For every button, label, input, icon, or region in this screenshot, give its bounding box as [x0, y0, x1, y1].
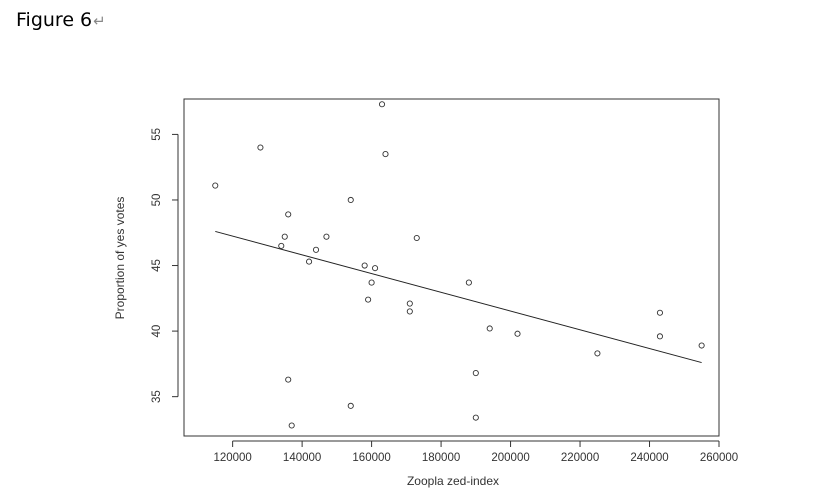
- caption-text: Figure 6: [16, 9, 93, 31]
- x-axis: 120000 140000 160000 180000 200000 220000 2400…: [213, 440, 738, 464]
- data-point: [212, 182, 219, 189]
- figure-caption: Figure 6↵: [16, 9, 106, 31]
- y-tick-label: 45: [151, 259, 163, 272]
- data-point: [372, 265, 379, 272]
- x-tick-label: 200000: [491, 452, 529, 464]
- y-tick-label: 35: [151, 390, 163, 403]
- x-tick-label: 160000: [352, 452, 390, 464]
- regression-line: [215, 230, 702, 364]
- data-point: [594, 350, 601, 357]
- x-tick-label: 260000: [700, 452, 738, 464]
- y-axis: 35 40 45 50 55: [151, 128, 179, 403]
- regression-line-group: [215, 230, 702, 364]
- data-point: [323, 233, 330, 240]
- y-axis-title: Proportion of yes votes: [113, 197, 127, 320]
- data-point: [656, 333, 663, 340]
- data-point: [281, 233, 288, 240]
- data-point: [347, 402, 354, 409]
- data-point: [413, 234, 420, 242]
- data-point: [347, 196, 354, 204]
- x-axis-title: Zoopla zed-index: [407, 474, 499, 488]
- data-point: [472, 370, 479, 377]
- y-tick-label: 50: [151, 194, 163, 207]
- return-mark-icon: ↵: [93, 12, 106, 30]
- data-point: [382, 151, 389, 158]
- data-points: [212, 101, 705, 429]
- x-tick-label: 220000: [561, 452, 599, 464]
- data-point: [278, 242, 285, 249]
- data-point: [288, 422, 295, 429]
- data-point: [285, 211, 292, 218]
- data-point: [361, 262, 368, 269]
- data-point: [406, 300, 413, 307]
- data-point: [365, 296, 372, 303]
- x-tick-label: 180000: [422, 452, 460, 464]
- x-tick-label: 140000: [283, 452, 321, 464]
- data-point: [378, 101, 386, 108]
- y-tick-label: 40: [151, 325, 163, 338]
- data-point: [312, 246, 320, 253]
- data-point: [285, 376, 292, 383]
- data-point: [514, 330, 521, 337]
- data-point: [472, 414, 479, 421]
- data-point: [698, 342, 705, 349]
- x-tick-label: 240000: [630, 452, 668, 464]
- data-point: [306, 258, 313, 265]
- data-point: [486, 325, 493, 332]
- y-tick-label: 55: [151, 128, 163, 141]
- data-point: [257, 144, 264, 151]
- plot-frame: [183, 98, 720, 437]
- data-point: [465, 279, 472, 286]
- data-point: [368, 279, 375, 286]
- x-tick-label: 120000: [213, 452, 251, 464]
- data-point: [406, 308, 413, 315]
- data-point: [656, 309, 663, 316]
